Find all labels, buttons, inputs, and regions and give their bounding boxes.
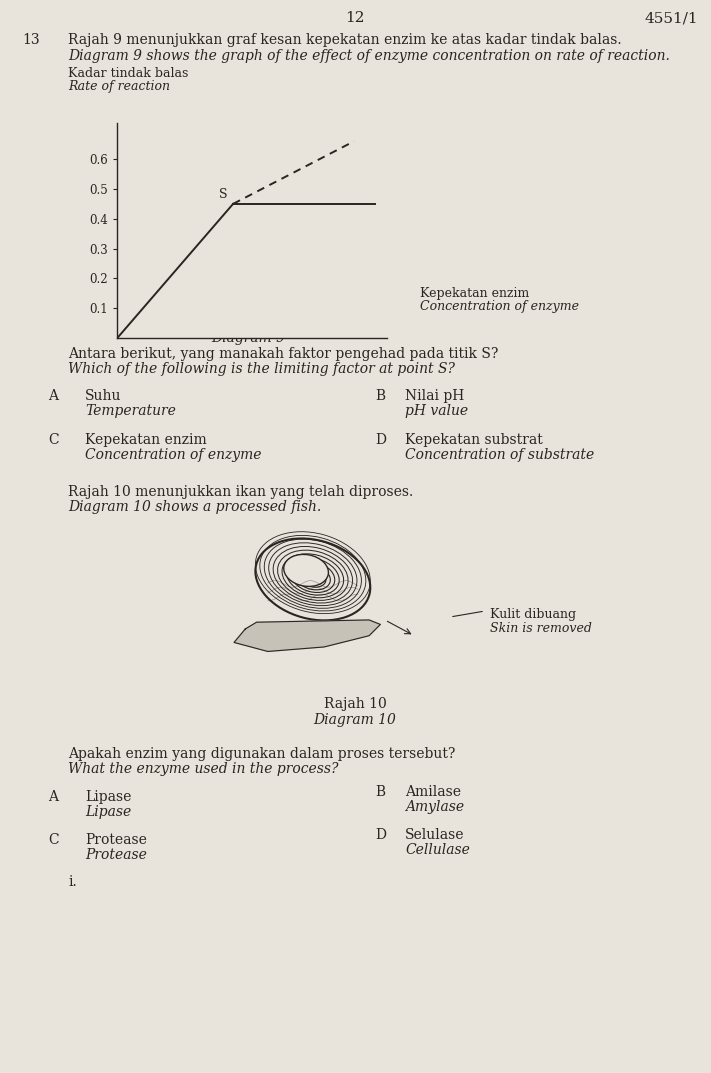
Ellipse shape xyxy=(284,555,328,587)
Text: Nilai pH: Nilai pH xyxy=(405,389,464,403)
Text: Kepekatan substrat: Kepekatan substrat xyxy=(405,433,542,447)
Text: Protease: Protease xyxy=(85,833,147,847)
Text: Concentration of enzyme: Concentration of enzyme xyxy=(85,449,262,462)
Text: Rajah 10 menunjukkan ikan yang telah diproses.: Rajah 10 menunjukkan ikan yang telah dip… xyxy=(68,485,413,499)
Text: Antara berikut, yang manakah faktor pengehad pada titik S?: Antara berikut, yang manakah faktor peng… xyxy=(68,347,498,361)
Text: Diagram 9 shows the graph of the effect of enzyme concentration on rate of react: Diagram 9 shows the graph of the effect … xyxy=(68,49,670,63)
Text: A: A xyxy=(48,389,58,403)
Text: Diagram 10 shows a processed fish.: Diagram 10 shows a processed fish. xyxy=(68,500,321,514)
Text: Skin is removed: Skin is removed xyxy=(490,622,592,635)
Text: Lipase: Lipase xyxy=(85,790,132,804)
Text: Kadar tindak balas: Kadar tindak balas xyxy=(68,67,188,80)
Text: C: C xyxy=(48,433,58,447)
Text: Apakah enzim yang digunakan dalam proses tersebut?: Apakah enzim yang digunakan dalam proses… xyxy=(68,747,455,761)
Text: Temperature: Temperature xyxy=(85,405,176,418)
Text: What the enzyme used in the process?: What the enzyme used in the process? xyxy=(68,762,338,776)
Text: Concentration of enzyme: Concentration of enzyme xyxy=(420,300,579,313)
Text: Cellulase: Cellulase xyxy=(405,842,470,856)
Text: Rate of reaction: Rate of reaction xyxy=(68,80,170,93)
Text: Kulit dibuang: Kulit dibuang xyxy=(490,608,576,621)
Text: Rajah 10: Rajah 10 xyxy=(324,696,386,710)
Text: 4551/1: 4551/1 xyxy=(644,11,698,25)
Text: pH value: pH value xyxy=(405,405,468,418)
Text: Amilase: Amilase xyxy=(405,784,461,798)
Text: Rajah 9: Rajah 9 xyxy=(221,317,275,330)
Text: B: B xyxy=(375,389,385,403)
Text: Rajah 9 menunjukkan graf kesan kepekatan enzim ke atas kadar tindak balas.: Rajah 9 menunjukkan graf kesan kepekatan… xyxy=(68,33,621,47)
Text: C: C xyxy=(48,833,58,847)
Text: S: S xyxy=(220,188,228,201)
Text: Lipase: Lipase xyxy=(85,805,132,819)
Text: Which of the following is the limiting factor at point S?: Which of the following is the limiting f… xyxy=(68,362,455,376)
Text: D: D xyxy=(375,827,386,841)
Text: i.: i. xyxy=(68,874,77,888)
Text: A: A xyxy=(48,790,58,804)
Text: 12: 12 xyxy=(346,11,365,25)
Text: D: D xyxy=(375,433,386,447)
Text: Protease: Protease xyxy=(85,848,147,862)
Text: Diagram 9: Diagram 9 xyxy=(211,330,285,346)
Text: Amylase: Amylase xyxy=(405,799,464,813)
Text: Suhu: Suhu xyxy=(85,389,122,403)
Polygon shape xyxy=(234,620,380,651)
Text: 13: 13 xyxy=(22,33,40,47)
Text: Kepekatan enzim: Kepekatan enzim xyxy=(85,433,207,447)
Text: B: B xyxy=(375,784,385,798)
Text: Concentration of substrate: Concentration of substrate xyxy=(405,449,594,462)
Text: Diagram 10: Diagram 10 xyxy=(314,712,397,726)
Text: Selulase: Selulase xyxy=(405,827,464,841)
Text: Kepekatan enzim: Kepekatan enzim xyxy=(420,286,529,300)
